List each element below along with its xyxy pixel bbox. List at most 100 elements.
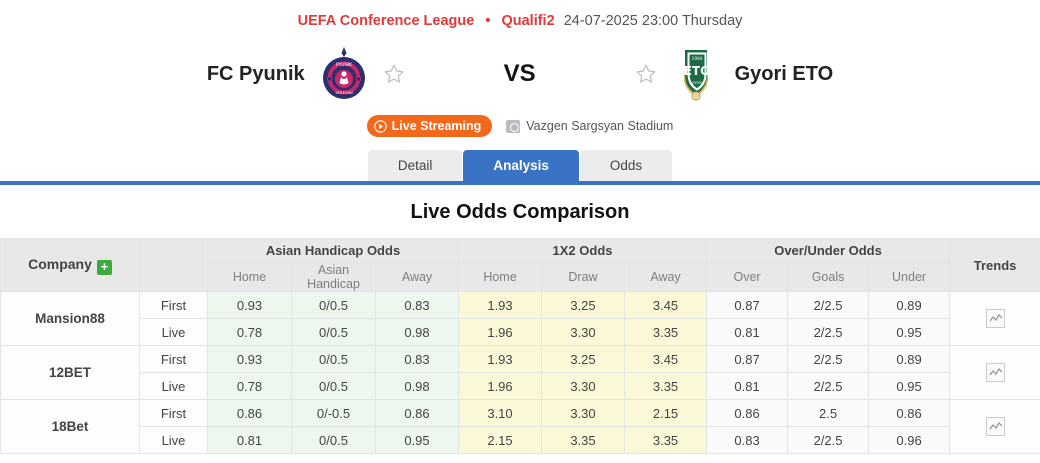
cell-x2-home: 1.96	[458, 372, 542, 400]
period-cell: First	[139, 345, 208, 373]
cell-ou-under: 0.89	[868, 345, 951, 373]
cell-x2-away: 3.45	[623, 345, 708, 373]
cell-ah-line: 0/0.5	[291, 426, 376, 454]
cell-ou-over: 0.86	[706, 399, 789, 427]
cell-ah-line: 0/0.5	[291, 345, 376, 373]
tab-detail[interactable]: Detail	[367, 150, 463, 181]
company-name-cell[interactable]: Mansion88	[0, 291, 140, 346]
company-header-label: Company	[28, 255, 92, 272]
cell-ou-over: 0.87	[706, 345, 789, 373]
cell-ah-away: 0.86	[375, 399, 459, 427]
cell-ou-under: 0.95	[868, 318, 951, 346]
cell-x2-home: 2.15	[458, 426, 542, 454]
cell-ou-goals: 2/2.5	[787, 372, 870, 400]
cell-ah-away: 0.95	[375, 426, 459, 454]
cell-ou-under: 0.86	[868, 399, 951, 427]
play-circle-icon	[373, 119, 387, 133]
stadium-icon	[506, 119, 521, 133]
table-row: Mansion88 First 0.93 0/0.5 0.83 1.93 3.25 3.45 0…	[0, 291, 1040, 346]
table-row: Live 0.78 0/0.5 0.98 1.96 3.30 3.35 0.81 2/2.5 0.…	[1, 372, 1040, 400]
cell-ah-home: 0.81	[207, 426, 292, 454]
cell-ou-over: 0.81	[706, 372, 789, 400]
cell-x2-draw: 3.30	[541, 372, 625, 400]
live-streaming-label: Live Streaming	[391, 119, 482, 133]
line-chart-icon[interactable]	[985, 363, 1005, 382]
page-title: Live Odds Comparison	[410, 201, 630, 223]
league-separator: •	[485, 13, 491, 29]
add-company-plus-icon[interactable]: +	[96, 259, 112, 275]
cell-x2-away: 3.45	[623, 291, 708, 319]
subheader-x2-home: Home	[458, 262, 542, 292]
fc-pyunik-crest-icon: PYUNIK YEREVAN	[322, 47, 365, 99]
subheader-x2-away: Away	[623, 262, 708, 292]
tab-bar: Detail Analysis Odds	[0, 150, 1040, 181]
trends-header: Trends	[949, 238, 1040, 292]
tab-underline	[0, 181, 1040, 185]
cell-x2-draw: 3.35	[541, 426, 625, 454]
away-favorite-star-icon[interactable]	[635, 63, 657, 85]
cell-ou-over: 0.83	[706, 426, 789, 454]
stadium-name: Vazgen Sargsyan Stadium	[526, 119, 674, 133]
tab-odds[interactable]: Odds	[579, 150, 673, 181]
company-name-cell[interactable]: 12BET	[0, 345, 140, 400]
group-header-row: Company + Asian Handicap Odds 1X2 Odds Ov…	[0, 238, 1040, 292]
cell-ah-away: 0.83	[375, 345, 459, 373]
company-name-cell[interactable]: 18Bet	[0, 399, 140, 454]
cell-ah-home: 0.93	[207, 291, 292, 319]
cell-x2-home: 1.96	[458, 318, 542, 346]
table-body: Mansion88 First 0.93 0/0.5 0.83 1.93 3.25 3.45 0…	[0, 291, 1040, 454]
company-header: Company +	[0, 238, 140, 292]
trends-cell[interactable]	[949, 399, 1040, 454]
vs-label: VS	[503, 60, 536, 87]
cell-ou-goals: 2/2.5	[787, 318, 870, 346]
gyori-eto-crest-icon: 1904 ETO GYOR	[683, 50, 710, 101]
cell-ah-home: 0.78	[207, 318, 292, 346]
trends-cell[interactable]	[949, 345, 1040, 400]
away-team-name[interactable]: Gyori ETO	[734, 62, 834, 85]
period-header	[139, 238, 208, 292]
svg-text:YEREVAN: YEREVAN	[335, 90, 353, 95]
asian-handicap-group-header: Asian Handicap Odds	[207, 238, 459, 263]
period-cell: Live	[139, 372, 208, 400]
cell-ou-goals: 2/2.5	[787, 426, 870, 454]
period-cell: First	[139, 399, 208, 427]
cell-x2-home: 1.93	[458, 291, 542, 319]
line-chart-icon[interactable]	[985, 417, 1005, 436]
home-favorite-star-icon[interactable]	[383, 63, 405, 85]
tab-analysis[interactable]: Analysis	[463, 150, 579, 181]
home-team-name[interactable]: FC Pyunik	[206, 62, 305, 85]
league-bar: UEFA Conference League • Qualifi2 24-07-…	[0, 0, 1040, 29]
cell-ou-goals: 2.5	[787, 399, 870, 427]
over-under-group-header: Over/Under Odds	[706, 238, 951, 263]
cell-ou-over: 0.81	[706, 318, 789, 346]
subheader-ou-goals: Goals	[787, 262, 870, 292]
live-streaming-button[interactable]: Live Streaming	[366, 115, 493, 137]
period-cell: Live	[139, 318, 208, 346]
cell-ah-line: 0/-0.5	[291, 399, 376, 427]
home-team-block: FC Pyunik PYUNIK YEREVAN	[207, 46, 405, 102]
cell-x2-home: 1.93	[458, 345, 542, 373]
sub-header-row: Home Asian Handicap Away Home Draw Away …	[1, 262, 1040, 292]
svg-text:1904: 1904	[691, 56, 702, 61]
svg-text:ETO: ETO	[683, 64, 710, 78]
cell-x2-away: 3.35	[623, 372, 708, 400]
cell-ou-goals: 2/2.5	[787, 345, 870, 373]
table-row: 12BET First 0.93 0/0.5 0.83 1.93 3.25 3.45 0.87 2…	[0, 345, 1040, 400]
cell-ah-home: 0.78	[207, 372, 292, 400]
stream-row: Live Streaming Vazgen Sargsyan Stadium	[0, 115, 1040, 137]
league-name[interactable]: UEFA Conference League	[297, 13, 475, 29]
cell-ou-goals: 2/2.5	[787, 291, 870, 319]
league-round: Qualifi2	[501, 13, 555, 29]
live-odds-table: Company + Asian Handicap Odds 1X2 Odds Ov…	[0, 238, 1040, 454]
cell-x2-home: 3.10	[458, 399, 542, 427]
cell-ou-over: 0.87	[706, 291, 789, 319]
table-head: Company + Asian Handicap Odds 1X2 Odds Ov…	[0, 238, 1040, 292]
period-cell: First	[139, 291, 208, 319]
line-chart-icon[interactable]	[985, 309, 1005, 328]
trends-cell[interactable]	[949, 291, 1040, 346]
cell-ou-under: 0.96	[868, 426, 951, 454]
stadium-info: Vazgen Sargsyan Stadium	[506, 119, 673, 133]
cell-ah-line: 0/0.5	[291, 372, 376, 400]
subheader-ah-away: Away	[375, 262, 459, 292]
cell-ah-away: 0.83	[375, 291, 459, 319]
